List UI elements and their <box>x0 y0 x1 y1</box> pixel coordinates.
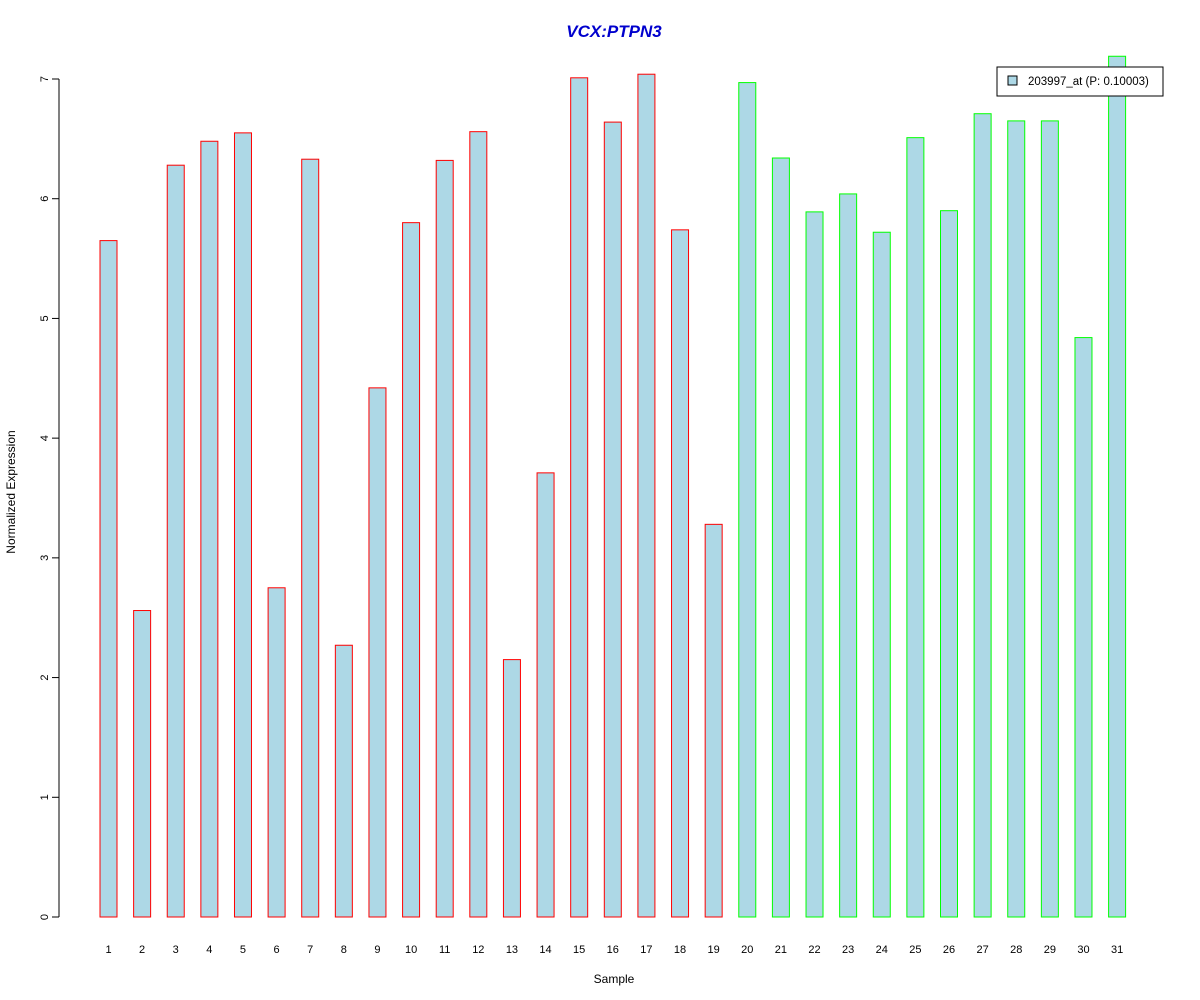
legend-label: 203997_at (P: 0.10003) <box>1028 76 1149 88</box>
y-tick-label: 6 <box>39 196 51 202</box>
y-axis-label: Normalized Expression <box>4 430 18 553</box>
y-tick-label: 3 <box>39 555 51 561</box>
x-tick-label: 13 <box>506 944 518 956</box>
y-tick-label: 0 <box>39 914 51 920</box>
bars-group <box>99 55 1127 918</box>
bar-sample-22 <box>805 211 824 918</box>
bar-sample-10 <box>402 222 421 918</box>
x-tick-label: 7 <box>307 944 313 956</box>
x-tick-label: 29 <box>1044 944 1056 956</box>
bar-sample-1 <box>99 240 118 918</box>
bar-sample-12 <box>469 131 488 918</box>
x-tick-label: 10 <box>405 944 417 956</box>
x-tick-label: 17 <box>640 944 652 956</box>
x-tick-label: 12 <box>472 944 484 956</box>
bar-sample-4 <box>200 140 219 918</box>
bar-sample-14 <box>536 472 555 918</box>
x-tick-label: 5 <box>240 944 246 956</box>
bar-sample-23 <box>839 193 858 918</box>
x-tick-label: 16 <box>607 944 619 956</box>
x-tick-label: 6 <box>274 944 280 956</box>
y-axis: 0 1 2 3 4 5 6 7 <box>39 76 60 920</box>
bar-sample-27 <box>973 113 992 918</box>
x-tick-label: 27 <box>976 944 988 956</box>
bar-sample-18 <box>671 229 690 918</box>
bar-sample-19 <box>704 523 723 918</box>
x-tick-label: 1 <box>105 944 111 956</box>
bar-sample-15 <box>570 77 589 918</box>
bar-sample-31 <box>1108 55 1127 918</box>
x-tick-label: 4 <box>206 944 212 956</box>
x-tick-label: 15 <box>573 944 585 956</box>
x-axis-label: Sample <box>594 972 635 986</box>
x-tick-label: 28 <box>1010 944 1022 956</box>
bar-sample-26 <box>940 210 958 918</box>
bar-sample-7 <box>301 158 320 918</box>
bar-sample-13 <box>502 659 521 918</box>
x-tick-label: 8 <box>341 944 347 956</box>
bar-sample-16 <box>603 121 622 918</box>
y-tick-label: 7 <box>39 76 51 82</box>
x-tick-label: 9 <box>374 944 380 956</box>
bar-sample-29 <box>1040 120 1059 918</box>
x-tick-label: 26 <box>943 944 955 956</box>
bar-sample-5 <box>233 132 252 918</box>
y-tick-label: 4 <box>39 435 51 441</box>
y-tick-label: 1 <box>39 794 51 800</box>
bar-sample-20 <box>738 82 757 918</box>
bar-sample-30 <box>1074 337 1093 918</box>
legend-swatch <box>1007 75 1018 86</box>
x-tick-label: 20 <box>741 944 753 956</box>
x-tick-label: 19 <box>708 944 720 956</box>
chart-title: VCX:PTPN3 <box>566 22 662 41</box>
x-tick-label: 24 <box>876 944 888 956</box>
bar-sample-2 <box>133 610 152 918</box>
x-tick-label: 3 <box>173 944 179 956</box>
x-tick-label: 2 <box>139 944 145 956</box>
bar-sample-9 <box>368 387 387 918</box>
x-tick-label: 23 <box>842 944 854 956</box>
x-tick-label: 30 <box>1077 944 1089 956</box>
x-tick-labels: 1 2 3 4 5 6 7 8 9 10 11 12 13 14 15 16 17 18 19 20 21 22 23 24 2… <box>105 944 1123 956</box>
x-tick-label: 25 <box>909 944 921 956</box>
x-tick-label: 22 <box>808 944 820 956</box>
x-tick-label: 14 <box>539 944 551 956</box>
x-tick-label: 11 <box>439 944 450 956</box>
x-tick-label: 21 <box>775 944 787 956</box>
x-tick-label: 31 <box>1111 944 1123 956</box>
y-tick-label: 2 <box>39 675 51 681</box>
x-tick-label: 18 <box>674 944 686 956</box>
bar-sample-21 <box>771 157 790 918</box>
y-tick-label: 5 <box>39 315 51 321</box>
bar-sample-24 <box>872 231 891 918</box>
bar-sample-25 <box>906 137 925 918</box>
bar-sample-17 <box>637 73 656 918</box>
bar-sample-3 <box>166 164 185 918</box>
bar-sample-11 <box>435 159 454 918</box>
legend: 203997_at (P: 0.10003) <box>996 66 1164 97</box>
bar-sample-8 <box>334 644 353 918</box>
legend-box <box>996 66 1164 97</box>
bar-sample-6 <box>267 587 286 918</box>
bar-sample-28 <box>1007 120 1026 918</box>
